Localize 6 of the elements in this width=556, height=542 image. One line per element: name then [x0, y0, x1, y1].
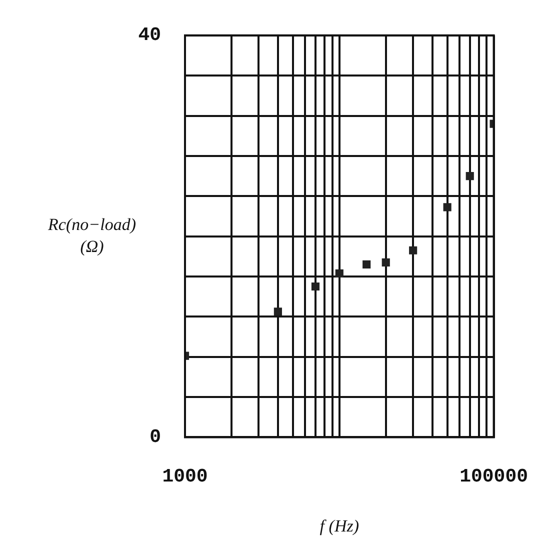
y-tick-label: 0 [150, 426, 161, 448]
x-tick-label: 1000 [162, 465, 208, 488]
y-tick-label: 40 [138, 24, 161, 46]
x-axis-title: f (Hz) [320, 516, 360, 536]
x-tick-label: 100000 [460, 465, 528, 488]
y-axis-title: Rc(no−load) (Ω) [47, 214, 136, 256]
